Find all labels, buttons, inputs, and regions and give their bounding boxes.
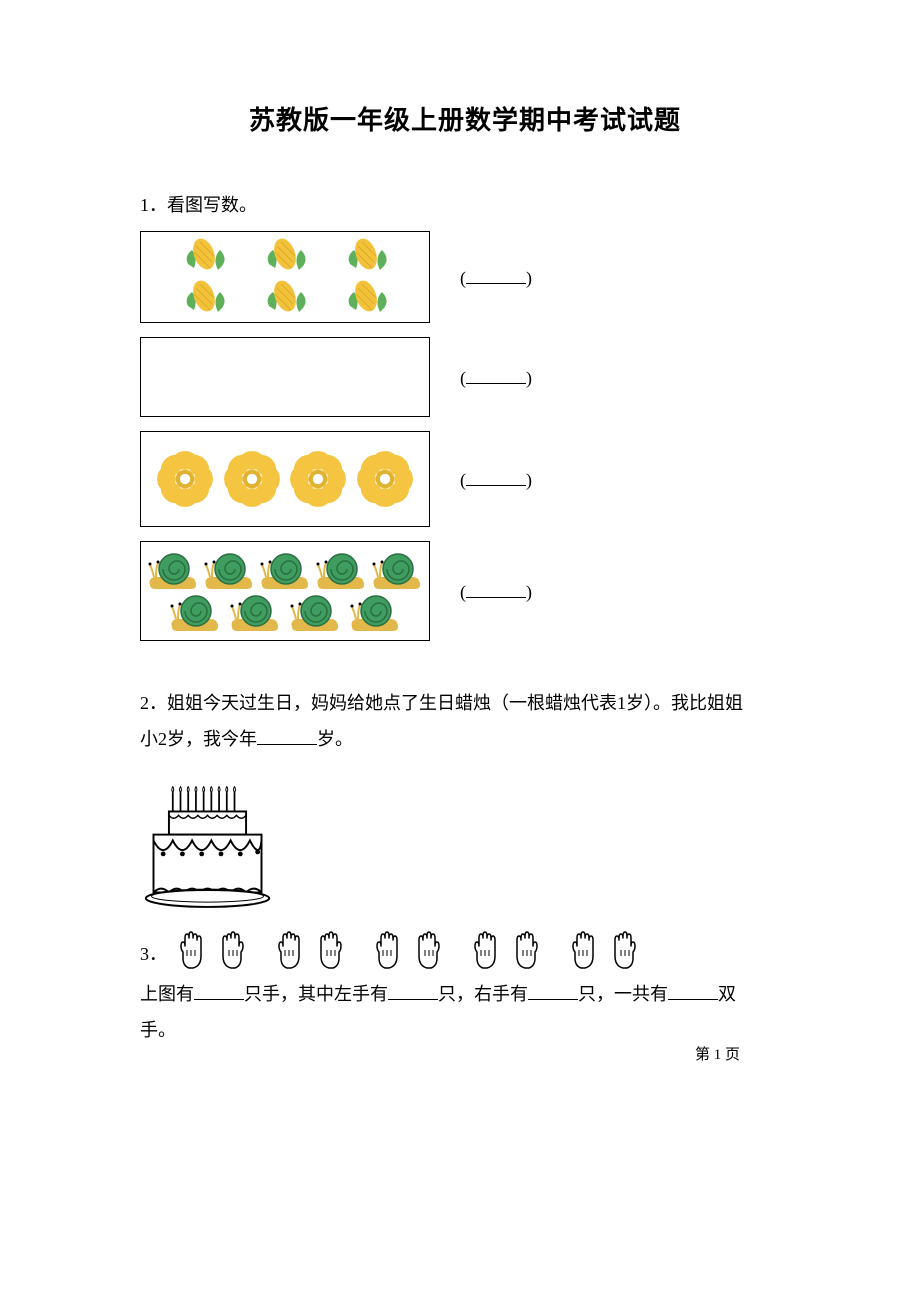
snail-icon: [168, 591, 222, 633]
answer-blank-corn[interactable]: (): [460, 265, 532, 289]
q3-blank-4[interactable]: [668, 981, 718, 1000]
snail-icon: [202, 549, 256, 591]
q1-row-empty: (): [140, 337, 790, 417]
corn-icon: [178, 278, 230, 318]
page: 苏教版一年级上册数学期中考试试题 1．看图写数。 (): [0, 0, 920, 1116]
corn-icon: [340, 236, 392, 276]
answer-blank-snail[interactable]: (): [460, 579, 532, 603]
cake-image: [140, 765, 790, 910]
flower-box: [140, 431, 430, 527]
q3-text: 上图有只手，其中左手有只，右手有只，一共有双手。: [140, 976, 790, 1048]
flower-icon: [354, 448, 416, 510]
left-hand-icon: [373, 928, 407, 972]
corn-icon: [259, 236, 311, 276]
right-hand-icon: [409, 928, 443, 972]
right-hand-icon: [507, 928, 541, 972]
q2-blank[interactable]: [257, 726, 317, 745]
left-hand-icon: [177, 928, 211, 972]
snail-icon: [348, 591, 402, 633]
q3-number: 3．: [140, 932, 167, 976]
hands-row: [177, 928, 639, 972]
hand-pair: [373, 928, 443, 972]
q1-prompt: 1．看图写数。: [140, 187, 790, 223]
snail-box: [140, 541, 430, 641]
q3-blank-2[interactable]: [388, 981, 438, 1000]
page-title: 苏教版一年级上册数学期中考试试题: [140, 100, 790, 137]
right-hand-icon: [605, 928, 639, 972]
q3-line: 3．: [140, 928, 790, 976]
q1-row-snail: (): [140, 541, 790, 641]
hand-pair: [569, 928, 639, 972]
flower-icon: [287, 448, 349, 510]
left-hand-icon: [471, 928, 505, 972]
q3-blank-1[interactable]: [194, 981, 244, 1000]
right-hand-icon: [213, 928, 247, 972]
corn-icon: [340, 278, 392, 318]
hand-pair: [471, 928, 541, 972]
q1-row-corn: (): [140, 231, 790, 323]
q2-text: 2．姐姐今天过生日，妈妈给她点了生日蜡烛（一根蜡烛代表1岁）。我比姐姐 小2岁，…: [140, 685, 790, 757]
snail-icon: [258, 549, 312, 591]
corn-icon: [259, 278, 311, 318]
q3-blank-3[interactable]: [528, 981, 578, 1000]
flower-icon: [154, 448, 216, 510]
flower-icon: [221, 448, 283, 510]
snail-icon: [288, 591, 342, 633]
left-hand-icon: [569, 928, 603, 972]
snail-icon: [228, 591, 282, 633]
snail-icon: [146, 549, 200, 591]
corn-icon: [178, 236, 230, 276]
left-hand-icon: [275, 928, 309, 972]
answer-blank-flower[interactable]: (): [460, 467, 532, 491]
hand-pair: [177, 928, 247, 972]
corn-box: [140, 231, 430, 323]
right-hand-icon: [311, 928, 345, 972]
answer-blank-empty[interactable]: (): [460, 365, 532, 389]
empty-box: [140, 337, 430, 417]
snail-icon: [314, 549, 368, 591]
page-number: 第 1 页: [695, 1043, 740, 1064]
hand-pair: [275, 928, 345, 972]
snail-icon: [370, 549, 424, 591]
q1-row-flower: (): [140, 431, 790, 527]
